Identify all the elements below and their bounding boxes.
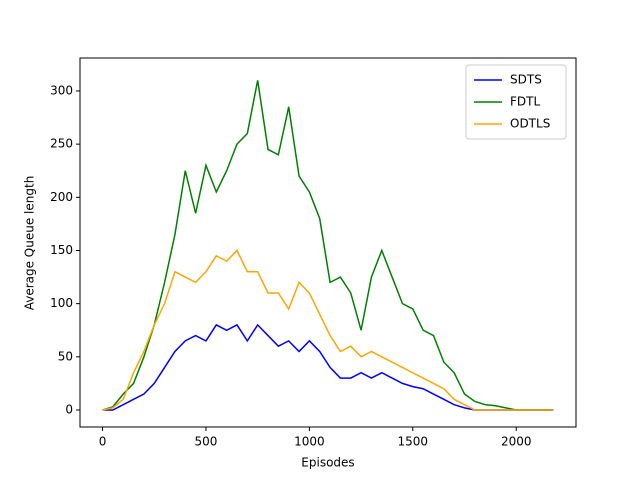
y-tick-label: 250 xyxy=(50,137,73,151)
legend-label: SDTS xyxy=(510,73,542,87)
x-tick-label: 1500 xyxy=(398,435,429,449)
x-axis-label: Episodes xyxy=(301,456,354,470)
y-tick-label: 50 xyxy=(58,349,73,363)
x-tick-label: 0 xyxy=(99,435,107,449)
line-series xyxy=(102,249,554,411)
legend-label: FDTL xyxy=(510,95,540,109)
x-tick-label: 500 xyxy=(195,435,218,449)
x-tick-label: 2000 xyxy=(501,435,532,449)
line-series xyxy=(102,323,554,411)
legend-label: ODTLS xyxy=(510,117,550,131)
x-tick-label: 1000 xyxy=(294,435,325,449)
plot-frame xyxy=(79,57,577,428)
line-series xyxy=(102,80,554,411)
y-axis-label: Average Queue length xyxy=(23,176,37,311)
y-tick-label: 200 xyxy=(50,190,73,204)
y-tick-label: 150 xyxy=(50,243,73,257)
y-tick-label: 300 xyxy=(50,83,73,97)
y-tick-label: 0 xyxy=(65,402,73,416)
legend-box xyxy=(465,64,567,140)
y-tick-label: 100 xyxy=(50,296,73,310)
